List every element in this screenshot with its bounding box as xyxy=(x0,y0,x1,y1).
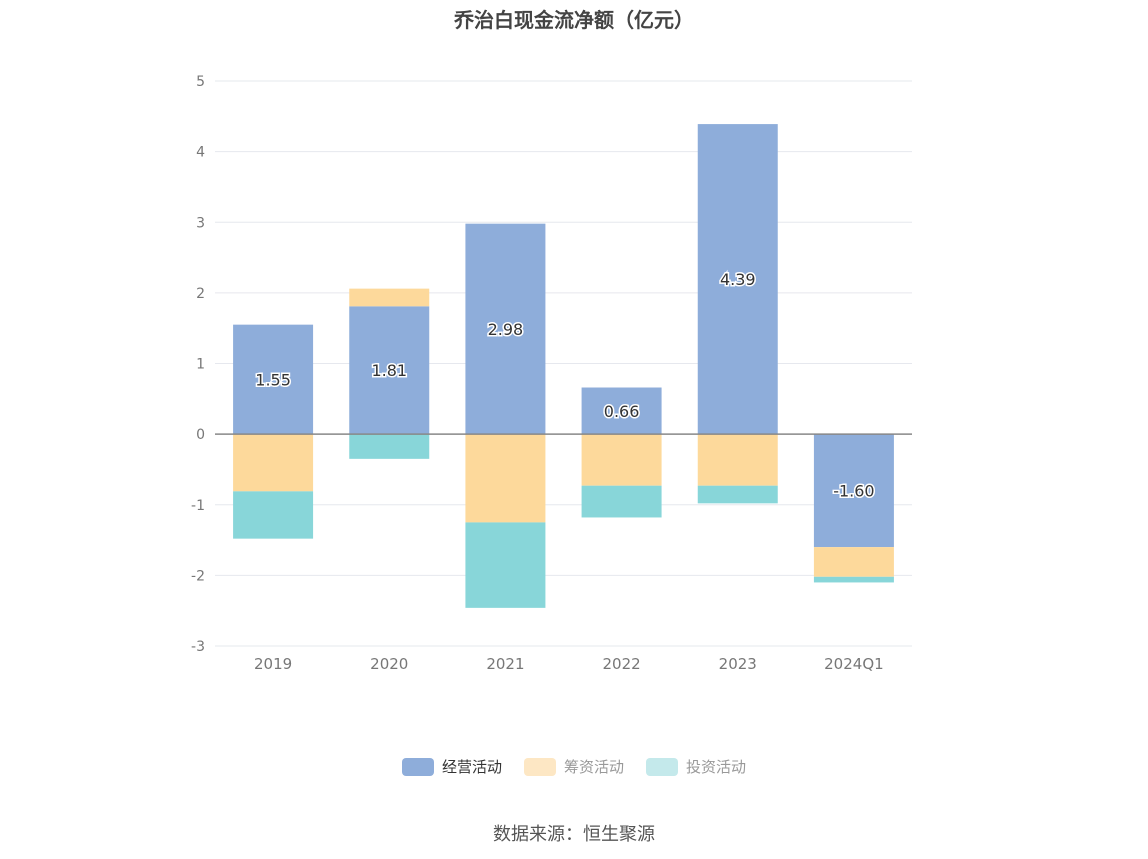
x-tick-label: 2021 xyxy=(486,655,524,673)
legend: 经营活动 筹资活动 投资活动 xyxy=(0,756,1148,777)
bar-financing xyxy=(697,434,778,486)
legend-label-investing: 投资活动 xyxy=(686,758,747,776)
legend-label-operating: 经营活动 xyxy=(441,758,502,776)
legend-label-financing: 筹资活动 xyxy=(563,758,624,776)
y-tick-label: 4 xyxy=(196,145,205,161)
bar-investing xyxy=(813,576,894,583)
bar-financing xyxy=(349,288,430,307)
x-tick-label: 2020 xyxy=(370,655,408,673)
bar-investing xyxy=(697,485,778,504)
y-tick-label: 0 xyxy=(196,427,205,443)
legend-swatch-operating xyxy=(401,757,434,776)
bar-operating xyxy=(581,387,662,435)
bar-operating xyxy=(813,434,894,548)
y-tick-label: -2 xyxy=(191,568,205,584)
legend-swatch-financing xyxy=(523,757,556,776)
y-tick-label: 1 xyxy=(196,357,205,373)
x-tick-label: 2022 xyxy=(602,655,640,673)
data-label: -1.60 xyxy=(833,482,874,501)
y-tick-label: -1 xyxy=(191,498,205,514)
data-label: 4.39 xyxy=(720,270,756,289)
x-tick-label: 2019 xyxy=(254,655,292,673)
cashflow-bar-chart: 5 4 3 2 1 0 -1 -2 -3 1.55 1.81 2.98 0.66 4.39 -1.60 201… xyxy=(191,74,912,673)
legend-item-financing[interactable]: 筹资活动 xyxy=(523,756,624,777)
bar-operating xyxy=(697,124,778,435)
bar-financing xyxy=(233,434,314,492)
data-label: 1.81 xyxy=(371,361,407,380)
data-label: 1.55 xyxy=(255,370,291,389)
bar-financing xyxy=(581,434,662,486)
bar-investing xyxy=(465,522,546,608)
bar-investing xyxy=(233,491,314,539)
legend-swatch-investing xyxy=(646,757,678,776)
bar-operating xyxy=(465,223,546,435)
x-tick-label: 2023 xyxy=(719,655,757,673)
bar-operating xyxy=(349,306,430,435)
y-tick-label: 2 xyxy=(196,286,205,302)
data-label: 0.66 xyxy=(604,402,640,421)
legend-item-investing[interactable]: 投资活动 xyxy=(646,756,746,777)
bar-financing xyxy=(465,434,546,523)
data-label: 2.98 xyxy=(488,320,524,339)
y-tick-label: 3 xyxy=(196,215,205,231)
chart-title: 乔治白现金流净额（亿元） xyxy=(454,8,694,32)
bar-operating xyxy=(233,324,314,435)
y-tick-label: 5 xyxy=(196,74,205,90)
x-tick-label: 2024Q1 xyxy=(824,655,884,673)
y-tick-label: -3 xyxy=(191,639,205,655)
data-source: 数据来源：恒生聚源 xyxy=(493,824,655,845)
bar-investing xyxy=(581,485,662,518)
legend-item-operating[interactable]: 经营活动 xyxy=(401,756,502,777)
bar-financing xyxy=(813,547,894,577)
bar-investing xyxy=(349,434,430,459)
